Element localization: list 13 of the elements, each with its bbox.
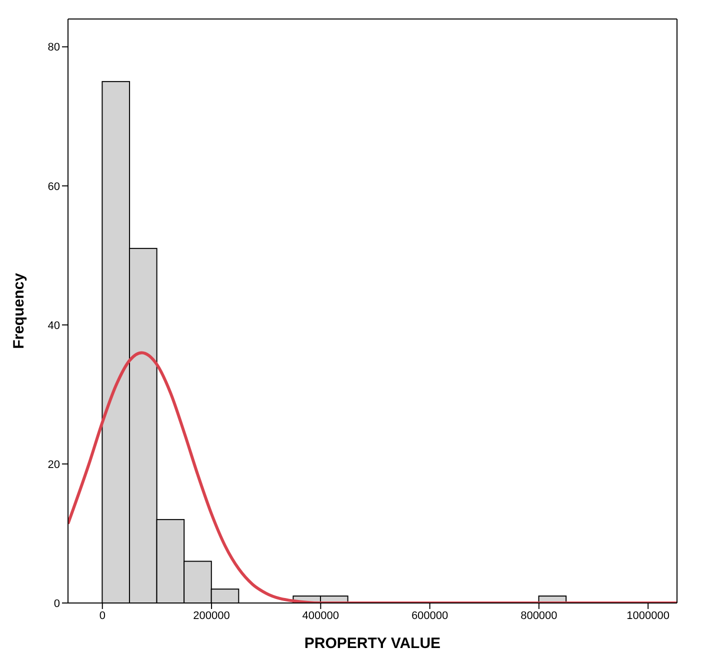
y-tick-label: 60 — [48, 180, 60, 193]
x-tick-label: 200000 — [193, 610, 230, 622]
y-tick-label: 80 — [48, 42, 60, 54]
x-tick-label: 600000 — [411, 610, 448, 622]
y-axis-title: Frequency — [10, 272, 28, 349]
x-tick-label: 0 — [99, 610, 106, 622]
y-tick-label: 40 — [48, 320, 60, 332]
x-tick-label: 1000000 — [626, 610, 670, 622]
y-tick-label: 0 — [54, 598, 60, 610]
x-tick-label: 400000 — [302, 610, 340, 622]
x-tick-label: 800000 — [520, 610, 558, 622]
x-axis-title: PROPERTY VALUE — [304, 635, 441, 652]
y-tick-label: 20 — [48, 458, 60, 471]
